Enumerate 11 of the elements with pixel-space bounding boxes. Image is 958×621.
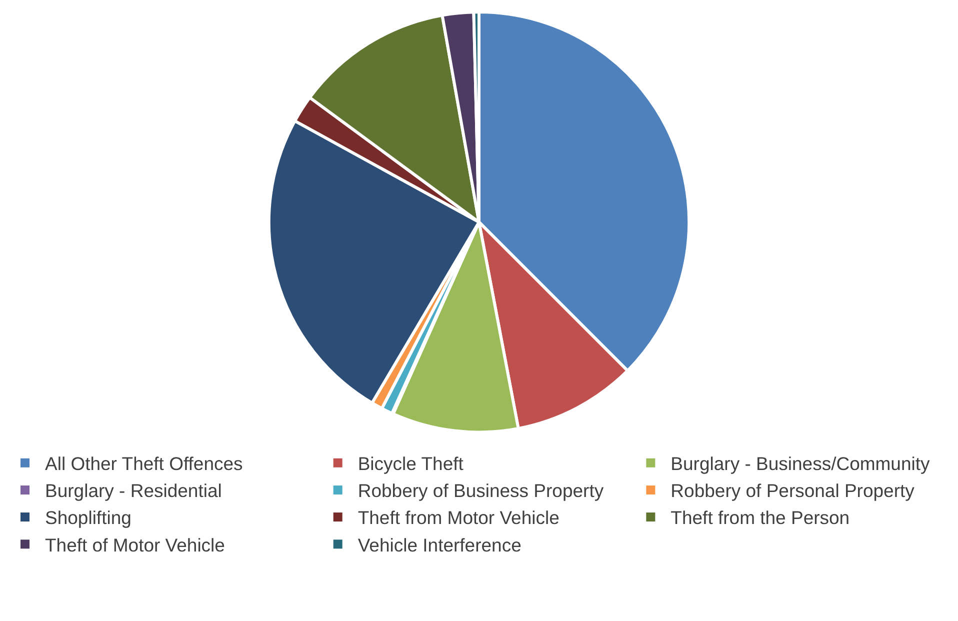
legend-label: Theft of Motor Vehicle	[45, 534, 225, 556]
legend-label: Burglary - Business/Community	[670, 453, 931, 474]
legend-label: Burglary - Residential	[45, 480, 222, 502]
legend-label: Vehicle Interference	[358, 534, 522, 556]
legend-label: Robbery of Personal Property	[670, 480, 916, 502]
legend-label: Theft from Motor Vehicle	[358, 507, 560, 528]
legend-label: Bicycle Theft	[358, 453, 464, 474]
legend-label: Theft from the Person	[670, 507, 850, 528]
legend-label: All Other Theft Offences	[45, 453, 243, 474]
legend-label: Robbery of Business Property	[358, 480, 604, 502]
legend-label: Shoplifting	[45, 507, 132, 528]
